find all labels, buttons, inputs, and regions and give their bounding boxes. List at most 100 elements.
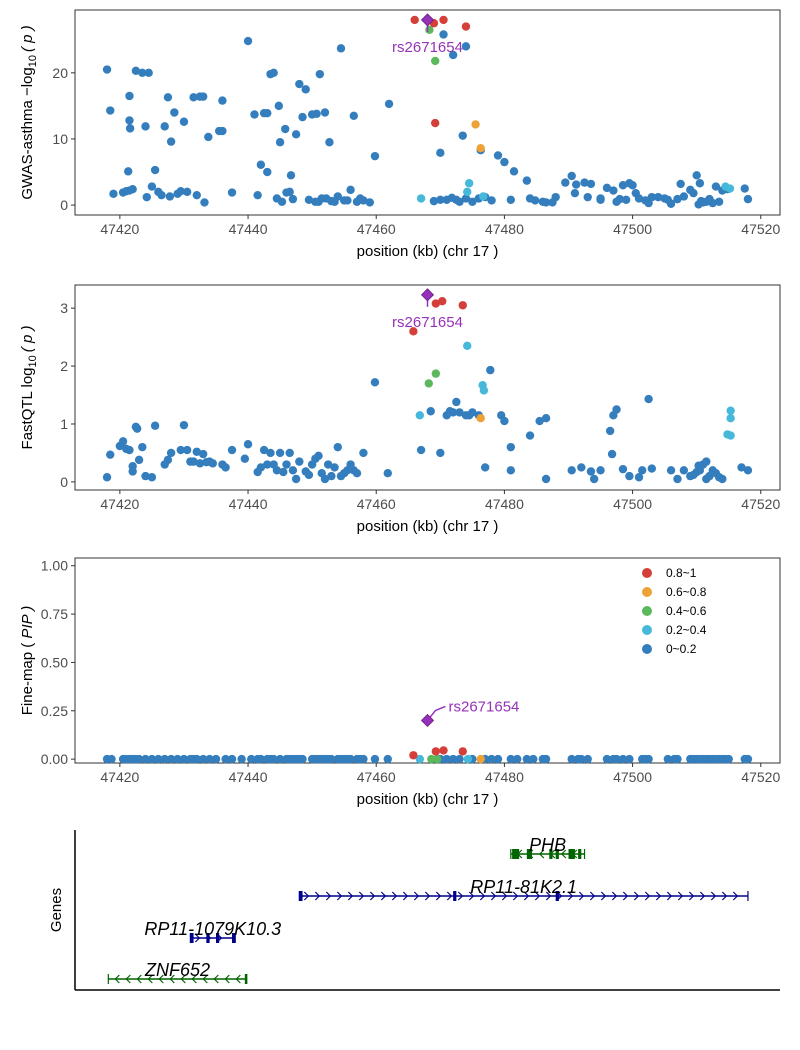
data-point xyxy=(679,192,689,201)
data-point xyxy=(409,327,418,336)
y-tick-label: 0.25 xyxy=(41,703,68,719)
strand-arrow xyxy=(202,974,208,984)
data-point xyxy=(134,455,144,465)
data-point xyxy=(530,196,540,205)
data-point xyxy=(359,754,368,764)
x-tick-label: 47440 xyxy=(229,769,268,785)
data-point xyxy=(455,754,464,764)
data-point xyxy=(726,431,735,440)
data-point xyxy=(163,455,173,465)
legend-key xyxy=(642,606,652,616)
strand-arrow xyxy=(402,891,409,901)
data-point xyxy=(666,466,676,475)
data-point xyxy=(247,754,256,764)
gene-label: PHB xyxy=(529,835,566,855)
data-point xyxy=(125,124,135,133)
data-point xyxy=(666,199,676,208)
data-point xyxy=(343,196,352,205)
data-point xyxy=(263,167,272,177)
strand-arrow xyxy=(446,891,453,901)
strand-arrow xyxy=(589,891,596,901)
data-point xyxy=(463,341,472,351)
data-point xyxy=(370,754,380,764)
data-point xyxy=(192,190,201,200)
data-point xyxy=(134,754,144,764)
data-point xyxy=(295,79,304,89)
lead-snp-marker xyxy=(420,288,435,302)
data-point xyxy=(493,151,503,160)
strand-arrow xyxy=(125,974,131,984)
data-point xyxy=(506,466,516,475)
y-axis-title-prefix: Fine-map ( xyxy=(19,639,36,716)
data-point xyxy=(452,397,461,407)
data-point xyxy=(439,30,448,39)
legend-label: 0.8~1 xyxy=(666,566,697,580)
gene-label: RP11-1079K10.3 xyxy=(144,919,281,939)
x-tick-label: 47420 xyxy=(100,496,139,512)
x-tick-label: 47520 xyxy=(741,769,780,785)
strand-arrow xyxy=(677,891,684,901)
data-point xyxy=(346,185,355,195)
strand-arrow xyxy=(732,891,739,901)
data-point xyxy=(525,431,535,440)
strand-arrow xyxy=(567,891,574,901)
data-point xyxy=(692,171,701,180)
data-point xyxy=(673,194,682,204)
data-point xyxy=(383,754,392,764)
data-point xyxy=(689,188,698,198)
data-point xyxy=(663,754,673,764)
strand-arrow xyxy=(303,891,310,901)
data-point xyxy=(580,178,589,187)
panel-0: 47420 47440 47460 47480 47500 47520 0 10 20 posit… xyxy=(19,9,781,260)
data-point xyxy=(285,448,294,458)
strand-arrow xyxy=(644,891,651,901)
panel-frame xyxy=(74,9,781,216)
data-point xyxy=(200,198,209,207)
x-tick-label: 47440 xyxy=(229,221,268,237)
data-point xyxy=(285,187,294,197)
data-point xyxy=(352,469,362,478)
data-point xyxy=(123,167,133,176)
data-point xyxy=(743,194,753,204)
x-axis-title: position (kb) (chr 17 ) xyxy=(357,791,499,808)
strand-arrow xyxy=(457,891,464,901)
data-point xyxy=(541,413,551,423)
data-point xyxy=(647,464,657,473)
data-point xyxy=(487,196,496,205)
legend-key xyxy=(642,568,652,578)
strand-arrow xyxy=(336,891,343,901)
data-point xyxy=(430,118,440,128)
x-tick-label: 47420 xyxy=(100,769,139,785)
strand-arrow xyxy=(721,891,728,901)
strand-arrow xyxy=(235,974,241,984)
legend-key xyxy=(642,587,652,597)
gene: RP11-1079K10.3 xyxy=(144,919,281,943)
x-tick-label: 47500 xyxy=(613,496,652,512)
y-axis-title: FastQTL log10 ( p ) xyxy=(19,326,39,450)
data-point xyxy=(298,112,307,122)
data-point xyxy=(438,297,447,306)
exon xyxy=(512,849,520,859)
data-point xyxy=(618,181,628,190)
data-point xyxy=(711,182,721,191)
data-point xyxy=(439,15,448,25)
data-point xyxy=(612,405,621,414)
data-point xyxy=(567,466,576,475)
data-point xyxy=(596,195,605,204)
data-point xyxy=(243,440,253,449)
data-point xyxy=(192,754,201,764)
y-tick-label: 1.00 xyxy=(41,558,68,574)
data-point xyxy=(679,466,689,475)
data-point xyxy=(142,192,151,202)
strand-arrow xyxy=(534,891,541,901)
data-point xyxy=(150,421,160,430)
data-point xyxy=(596,466,605,475)
data-point xyxy=(138,68,147,78)
y-tick-label: 1 xyxy=(60,416,68,432)
data-point xyxy=(336,44,346,53)
data-point xyxy=(615,194,624,204)
data-point xyxy=(179,117,189,126)
data-point xyxy=(205,754,214,764)
data-point xyxy=(487,754,496,764)
exon xyxy=(555,891,559,901)
